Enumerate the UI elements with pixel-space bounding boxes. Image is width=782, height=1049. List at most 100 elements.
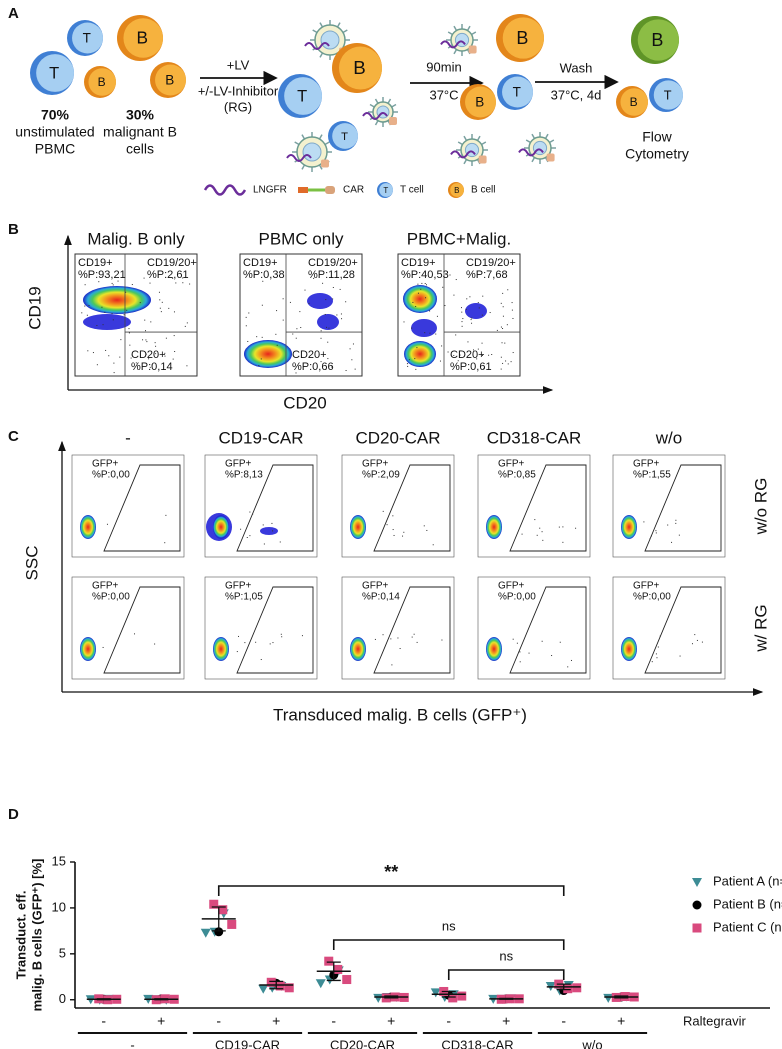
- event-dot: [502, 315, 504, 317]
- event-dot: [413, 633, 415, 635]
- panel-label: A: [8, 5, 19, 22]
- population: [80, 515, 96, 539]
- event-dot: [249, 511, 251, 513]
- cell-letter: T: [83, 31, 91, 46]
- car-icon: [325, 186, 335, 194]
- gate: [236, 464, 314, 552]
- data-point: [227, 919, 237, 929]
- plot-frame: [477, 576, 591, 680]
- population: [404, 341, 436, 367]
- plot-frame: [477, 454, 591, 558]
- event-dot: [465, 308, 467, 310]
- event-dot: [512, 638, 514, 640]
- gate-label: CD20+: [292, 349, 327, 361]
- significance-label: **: [384, 862, 398, 882]
- plot-title: Malig. B only: [87, 229, 185, 248]
- gate: [644, 586, 722, 674]
- y-tick-label: 10: [52, 899, 66, 914]
- event-dot: [390, 638, 392, 640]
- population: [244, 340, 292, 368]
- event-dot: [189, 283, 191, 285]
- cell-body: [123, 18, 163, 58]
- gate-label: CD19+: [401, 257, 436, 269]
- x-tick-label: +: [387, 1013, 395, 1029]
- gate: [373, 464, 451, 552]
- legend-label: Patient C (n=3): [713, 919, 782, 934]
- label: (RG): [224, 99, 252, 114]
- event-dot: [244, 642, 246, 644]
- data-point: [209, 899, 219, 909]
- label: CD20: [283, 393, 326, 412]
- gate-label: GFP+: [498, 459, 525, 470]
- event-dot: [505, 360, 507, 362]
- cell-body: [88, 68, 116, 96]
- virus-spike: [374, 120, 379, 126]
- event-dot: [416, 347, 418, 349]
- virus-spike: [463, 135, 468, 141]
- plot-title: PBMC only: [258, 229, 344, 248]
- event-dot: [441, 345, 443, 347]
- event-dot: [308, 302, 310, 304]
- event-dot: [236, 651, 238, 653]
- event-dot: [471, 317, 473, 319]
- virus-spike: [342, 29, 348, 34]
- event-dot: [139, 302, 141, 304]
- event-dot: [460, 307, 462, 309]
- cell-letter: T: [383, 186, 388, 195]
- gate-value: %P:0,85: [498, 470, 536, 481]
- virus-spike: [318, 134, 323, 140]
- virus-spike: [336, 22, 341, 28]
- population: [80, 637, 96, 661]
- event-dot: [111, 282, 113, 284]
- cell-body: [450, 183, 464, 197]
- row-label: w/ RG: [751, 604, 770, 652]
- label: +/-LV-Inhibitor: [198, 83, 279, 98]
- event-dot: [263, 543, 265, 545]
- event-dot: [296, 328, 298, 330]
- event-dot: [281, 636, 283, 638]
- event-dot: [125, 291, 127, 293]
- event-dot: [655, 653, 657, 655]
- event-dot: [421, 282, 423, 284]
- event-dot: [551, 655, 553, 657]
- event-dot: [511, 302, 513, 304]
- plot-frame: [71, 454, 185, 558]
- significance-bracket: [217, 885, 565, 896]
- plot-frame: [612, 576, 726, 680]
- event-dot: [165, 337, 167, 339]
- event-dot: [106, 523, 108, 525]
- event-dot: [275, 333, 277, 335]
- lngfr: [518, 148, 544, 157]
- event-dot: [145, 353, 147, 355]
- event-dot: [113, 372, 115, 374]
- event-dot: [423, 525, 425, 527]
- plot-title: PBMC+Malig.: [407, 229, 511, 248]
- gate-label: GFP+: [92, 459, 119, 470]
- event-dot: [425, 284, 427, 286]
- event-dot: [280, 633, 282, 635]
- cell-letter: B: [137, 28, 149, 48]
- event-dot: [408, 359, 410, 361]
- event-dot: [313, 277, 315, 279]
- significance-label: ns: [442, 918, 456, 933]
- event-dot: [272, 642, 274, 644]
- event-dot: [135, 362, 137, 364]
- x-tick-label: +: [272, 1013, 280, 1029]
- event-dot: [327, 358, 329, 360]
- event-dot: [541, 531, 543, 533]
- significance-bracket: [332, 939, 565, 950]
- event-dot: [328, 327, 330, 329]
- event-dot: [496, 329, 498, 331]
- gate: [644, 464, 722, 552]
- event-dot: [295, 337, 297, 339]
- event-dot: [570, 659, 572, 661]
- event-dot: [164, 352, 166, 354]
- group-label: CD20-CAR: [330, 1037, 395, 1049]
- error-bar: [499, 997, 514, 1000]
- event-dot: [542, 539, 544, 541]
- event-dot: [657, 646, 659, 648]
- population: [317, 314, 339, 330]
- label: CD19: [25, 286, 44, 329]
- virus-spike: [466, 25, 471, 31]
- label: Wash: [560, 60, 593, 75]
